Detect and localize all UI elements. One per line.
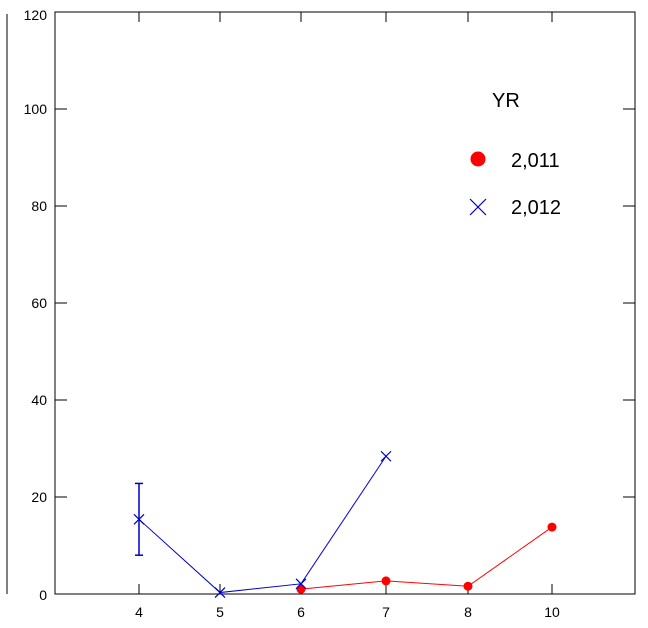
data-point — [296, 584, 306, 594]
legend-label-2012: 2,012 — [511, 197, 561, 219]
y-tick-label: 80 — [31, 198, 47, 214]
x-tick-label: 4 — [135, 604, 143, 620]
data-point — [295, 578, 307, 590]
y-tick-label: 120 — [24, 7, 48, 23]
legend: YR 2,011 2,012 — [469, 90, 561, 219]
series-line — [300, 526, 553, 590]
data-point — [380, 450, 392, 462]
series-layer — [133, 450, 557, 598]
y-tick-label: 0 — [39, 587, 47, 603]
y-tick-label: 20 — [31, 489, 47, 505]
legend-marker-2011 — [470, 151, 486, 167]
data-point — [463, 581, 473, 591]
x-tick-label: 6 — [297, 604, 305, 620]
y-tick-label: 40 — [31, 392, 47, 408]
series-2011 — [296, 522, 557, 594]
y-tick-label: 100 — [24, 101, 48, 117]
x-tick-label: 10 — [544, 604, 560, 620]
legend-title: YR — [492, 90, 520, 112]
legend-marker-2012 — [469, 198, 487, 216]
x-tick-label: 5 — [216, 604, 224, 620]
data-point — [547, 522, 557, 532]
y-tick-label: 60 — [31, 295, 47, 311]
series-line — [138, 455, 387, 594]
y-axis: 0 20 40 60 80 100 120 — [24, 7, 635, 603]
x-tick-label: 7 — [382, 604, 390, 620]
data-point — [381, 576, 391, 586]
data-point — [214, 587, 226, 598]
x-tick-label: 8 — [464, 604, 472, 620]
plot-frame — [54, 11, 636, 595]
series-2012 — [133, 450, 392, 598]
data-point — [133, 513, 145, 525]
legend-label-2011: 2,011 — [511, 150, 560, 172]
